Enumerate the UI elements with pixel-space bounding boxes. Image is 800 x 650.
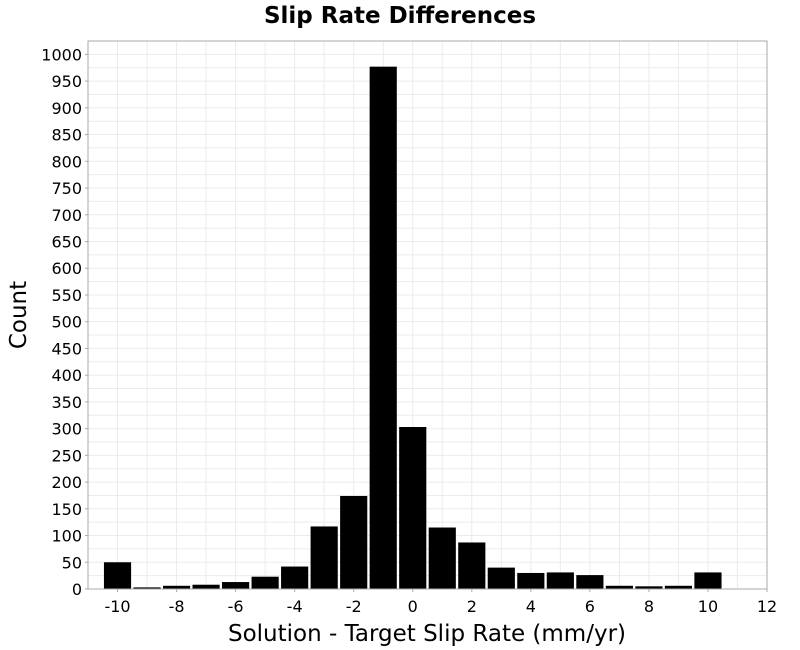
histogram-bar	[428, 527, 456, 589]
y-tick-label: 300	[51, 420, 82, 439]
y-tick-label: 1000	[41, 45, 82, 64]
bars	[103, 66, 722, 590]
histogram-bar	[133, 587, 161, 589]
x-axis-label: Solution - Target Slip Rate (mm/yr)	[228, 621, 626, 647]
histogram-bar	[340, 495, 368, 589]
histogram-bar	[458, 542, 486, 589]
y-tick-label: 500	[51, 313, 82, 332]
histogram-bar	[103, 562, 132, 589]
y-tick-label: 750	[51, 179, 82, 198]
y-tick-label: 700	[51, 206, 82, 225]
x-tick-labels: -10 -8 -6 -4 -2 0 2 4 6 8 10 12	[104, 589, 777, 616]
chart-title: Slip Rate Differences	[264, 3, 536, 29]
x-tick-label: -4	[287, 597, 303, 616]
x-tick-label: 2	[467, 597, 477, 616]
y-tick-label: 150	[51, 500, 82, 519]
grid-lines	[87, 40, 768, 590]
x-tick-label: 12	[757, 597, 777, 616]
x-tick-label: 10	[698, 597, 718, 616]
y-axis-label: Count	[6, 281, 32, 349]
y-tick-label: 850	[51, 126, 82, 145]
y-tick-label: 400	[51, 366, 82, 385]
histogram-bar	[192, 584, 220, 589]
histogram-bar	[576, 575, 604, 589]
histogram-bar	[162, 585, 191, 589]
y-tick-label: 350	[51, 393, 82, 412]
y-tick-label: 900	[51, 99, 82, 118]
histogram-bar	[369, 66, 397, 590]
y-tick-label: 550	[51, 286, 82, 305]
histogram-bar	[399, 427, 427, 589]
y-tick-label: 250	[51, 446, 82, 465]
histogram-bar	[605, 585, 633, 589]
y-tick-label: 800	[51, 152, 82, 171]
histogram-bar	[310, 526, 338, 589]
x-tick-label: 0	[408, 597, 418, 616]
x-tick-label: -10	[104, 597, 130, 616]
plot-frame	[87, 40, 768, 590]
x-tick-label: -2	[346, 597, 362, 616]
histogram-bar	[222, 582, 250, 589]
y-tick-label: 100	[51, 527, 82, 546]
y-tick-label: 650	[51, 232, 82, 251]
y-tick-labels: 0 50 100 150 200 250 300 350 400 450 500 550 600 650 7…	[41, 45, 88, 599]
y-tick-label: 0	[72, 580, 82, 599]
histogram-bar	[664, 585, 693, 589]
histogram-bar	[694, 572, 722, 589]
y-tick-label: 50	[62, 553, 82, 572]
y-tick-label: 200	[51, 473, 82, 492]
y-tick-label: 450	[51, 339, 82, 358]
histogram-bar	[635, 586, 663, 589]
histogram-bar	[487, 567, 515, 589]
x-tick-label: 8	[644, 597, 654, 616]
histogram-bar	[546, 572, 574, 589]
y-tick-label: 600	[51, 259, 82, 278]
histogram-bar	[517, 572, 545, 589]
histogram-bar	[251, 576, 279, 589]
x-tick-label: -8	[169, 597, 185, 616]
x-tick-label: 4	[526, 597, 536, 616]
y-tick-label: 950	[51, 72, 82, 91]
histogram-bar	[281, 566, 309, 589]
x-tick-label: 6	[585, 597, 595, 616]
x-tick-label: -6	[228, 597, 244, 616]
